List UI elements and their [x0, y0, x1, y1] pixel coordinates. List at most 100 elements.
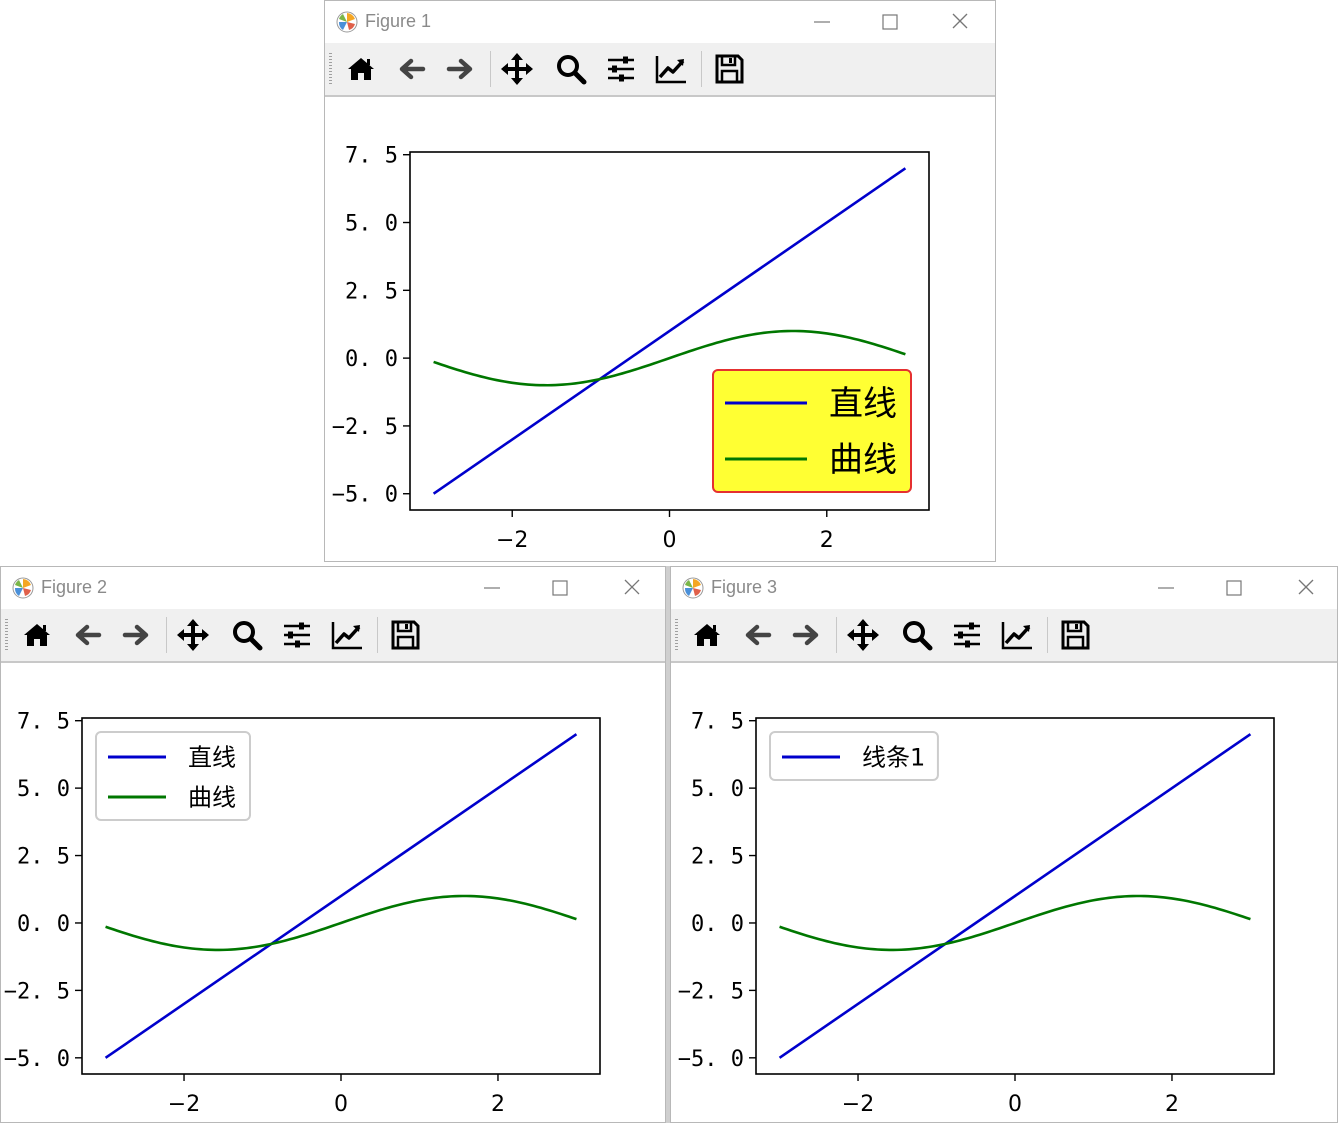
window-title: Figure 1 — [365, 11, 432, 31]
zoom-icon — [557, 55, 587, 85]
save-button[interactable] — [387, 617, 423, 653]
toolbar-grip[interactable] — [329, 53, 332, 85]
back-arrow-button[interactable] — [393, 51, 429, 87]
y-tick-label: −5. 0 — [332, 483, 398, 508]
y-tick-label: 7. 5 — [345, 144, 398, 169]
y-tick-label: −2. 5 — [4, 979, 70, 1004]
series-line-1 — [432, 167, 907, 495]
navigation-toolbar — [671, 609, 1337, 663]
figure-1-window: Figure 1 −5. 0 −2. 5 0. 0 2. 5 5. 0 7. 5 −2 0 2 直… — [324, 0, 996, 562]
configure-subplots-button[interactable] — [603, 51, 639, 87]
pan-icon — [847, 619, 879, 651]
figure-2-window: Figure 2 −5. 0 −2. 5 0. 0 2. 5 5. 0 7. 5 −2 0 2 直… — [0, 566, 666, 1123]
legend-label-1: 直线 — [829, 384, 897, 424]
window-divider — [666, 566, 670, 1123]
zoom-button[interactable] — [229, 617, 265, 653]
forward-arrow-button[interactable] — [789, 617, 825, 653]
title-bar: Figure 2 — [1, 567, 665, 609]
legend-box — [769, 731, 939, 781]
save-button[interactable] — [1057, 617, 1093, 653]
axes: −5. 0 −2. 5 0. 0 2. 5 5. 0 7. 5 −2 0 2 — [4, 710, 601, 1117]
home-icon — [694, 624, 720, 646]
close-button[interactable] — [615, 574, 649, 602]
edit-axis-button[interactable] — [329, 617, 365, 653]
minimize-button[interactable] — [805, 8, 839, 36]
back-arrow-button[interactable] — [739, 617, 775, 653]
pan-icon — [501, 53, 533, 85]
configure-subplots-button[interactable] — [949, 617, 985, 653]
forward-arrow-button[interactable] — [443, 51, 479, 87]
x-tick-label: 0 — [663, 528, 677, 553]
close-button[interactable] — [1289, 574, 1323, 602]
toolbar-grip[interactable] — [5, 619, 8, 651]
x-tick-label: 0 — [334, 1092, 348, 1117]
navigation-toolbar — [325, 43, 995, 97]
matplotlib-app-icon — [336, 11, 358, 33]
legend-label-1: 线条1 — [862, 744, 925, 772]
maximize-button[interactable] — [543, 574, 577, 602]
y-tick-label: 2. 5 — [17, 845, 70, 870]
home-button[interactable] — [343, 51, 379, 87]
forward-arrow-icon — [446, 58, 473, 80]
y-tick-label: 5. 0 — [691, 777, 744, 802]
x-tick-label: 0 — [1008, 1092, 1022, 1117]
toolbar-separator — [166, 617, 167, 653]
legend-box — [712, 369, 912, 493]
close-button[interactable] — [943, 8, 977, 36]
y-tick-label: 5. 0 — [345, 212, 398, 237]
back-arrow-icon — [745, 624, 772, 646]
y-tick-label: 5. 0 — [17, 777, 70, 802]
x-tick-label: −2 — [168, 1092, 200, 1117]
x-tick-label: 2 — [1165, 1092, 1179, 1117]
configure-subplots-icon — [284, 622, 310, 648]
legend-label-2: 曲线 — [829, 440, 897, 480]
maximize-button[interactable] — [1217, 574, 1251, 602]
configure-subplots-icon — [954, 622, 980, 648]
forward-arrow-icon — [792, 624, 819, 646]
x-tick-label: 2 — [820, 528, 834, 553]
toolbar-grip[interactable] — [675, 619, 678, 651]
navigation-toolbar — [1, 609, 665, 663]
zoom-icon — [903, 621, 933, 651]
configure-subplots-button[interactable] — [279, 617, 315, 653]
pan-button[interactable] — [499, 51, 535, 87]
edit-axis-button[interactable] — [653, 51, 689, 87]
y-tick-label: 2. 5 — [345, 279, 398, 304]
pan-button[interactable] — [175, 617, 211, 653]
toolbar-separator — [377, 617, 378, 653]
y-tick-label: 7. 5 — [17, 710, 70, 735]
series-line-2 — [105, 894, 577, 952]
y-tick-label: −2. 5 — [678, 979, 744, 1004]
save-button[interactable] — [711, 51, 747, 87]
zoom-button[interactable] — [899, 617, 935, 653]
legend-label-1: 直线 — [188, 744, 236, 772]
edit-axis-icon — [655, 56, 686, 84]
home-icon — [24, 624, 50, 646]
series-line-1 — [104, 733, 578, 1059]
x-tick-label: 2 — [491, 1092, 505, 1117]
home-button[interactable] — [689, 617, 725, 653]
back-arrow-icon — [75, 624, 102, 646]
forward-arrow-button[interactable] — [119, 617, 155, 653]
home-button[interactable] — [19, 617, 55, 653]
zoom-button[interactable] — [553, 51, 589, 87]
back-arrow-button[interactable] — [69, 617, 105, 653]
minimize-button[interactable] — [1149, 574, 1183, 602]
pan-button[interactable] — [845, 617, 881, 653]
title-bar: Figure 1 — [325, 1, 995, 43]
maximize-button[interactable] — [873, 8, 907, 36]
x-tick-label: −2 — [842, 1092, 874, 1117]
back-arrow-icon — [399, 58, 426, 80]
save-icon — [391, 620, 420, 650]
legend-label-2: 曲线 — [188, 784, 236, 812]
edit-axis-button[interactable] — [999, 617, 1035, 653]
configure-subplots-icon — [608, 56, 634, 82]
legend: 线条1 — [769, 731, 939, 781]
y-tick-label: 0. 0 — [691, 912, 744, 937]
minimize-button[interactable] — [475, 574, 509, 602]
figure-3-window: Figure 3 −5. 0 −2. 5 0. 0 2. 5 5. 0 7. 5 −2 0 2 线… — [670, 566, 1338, 1123]
